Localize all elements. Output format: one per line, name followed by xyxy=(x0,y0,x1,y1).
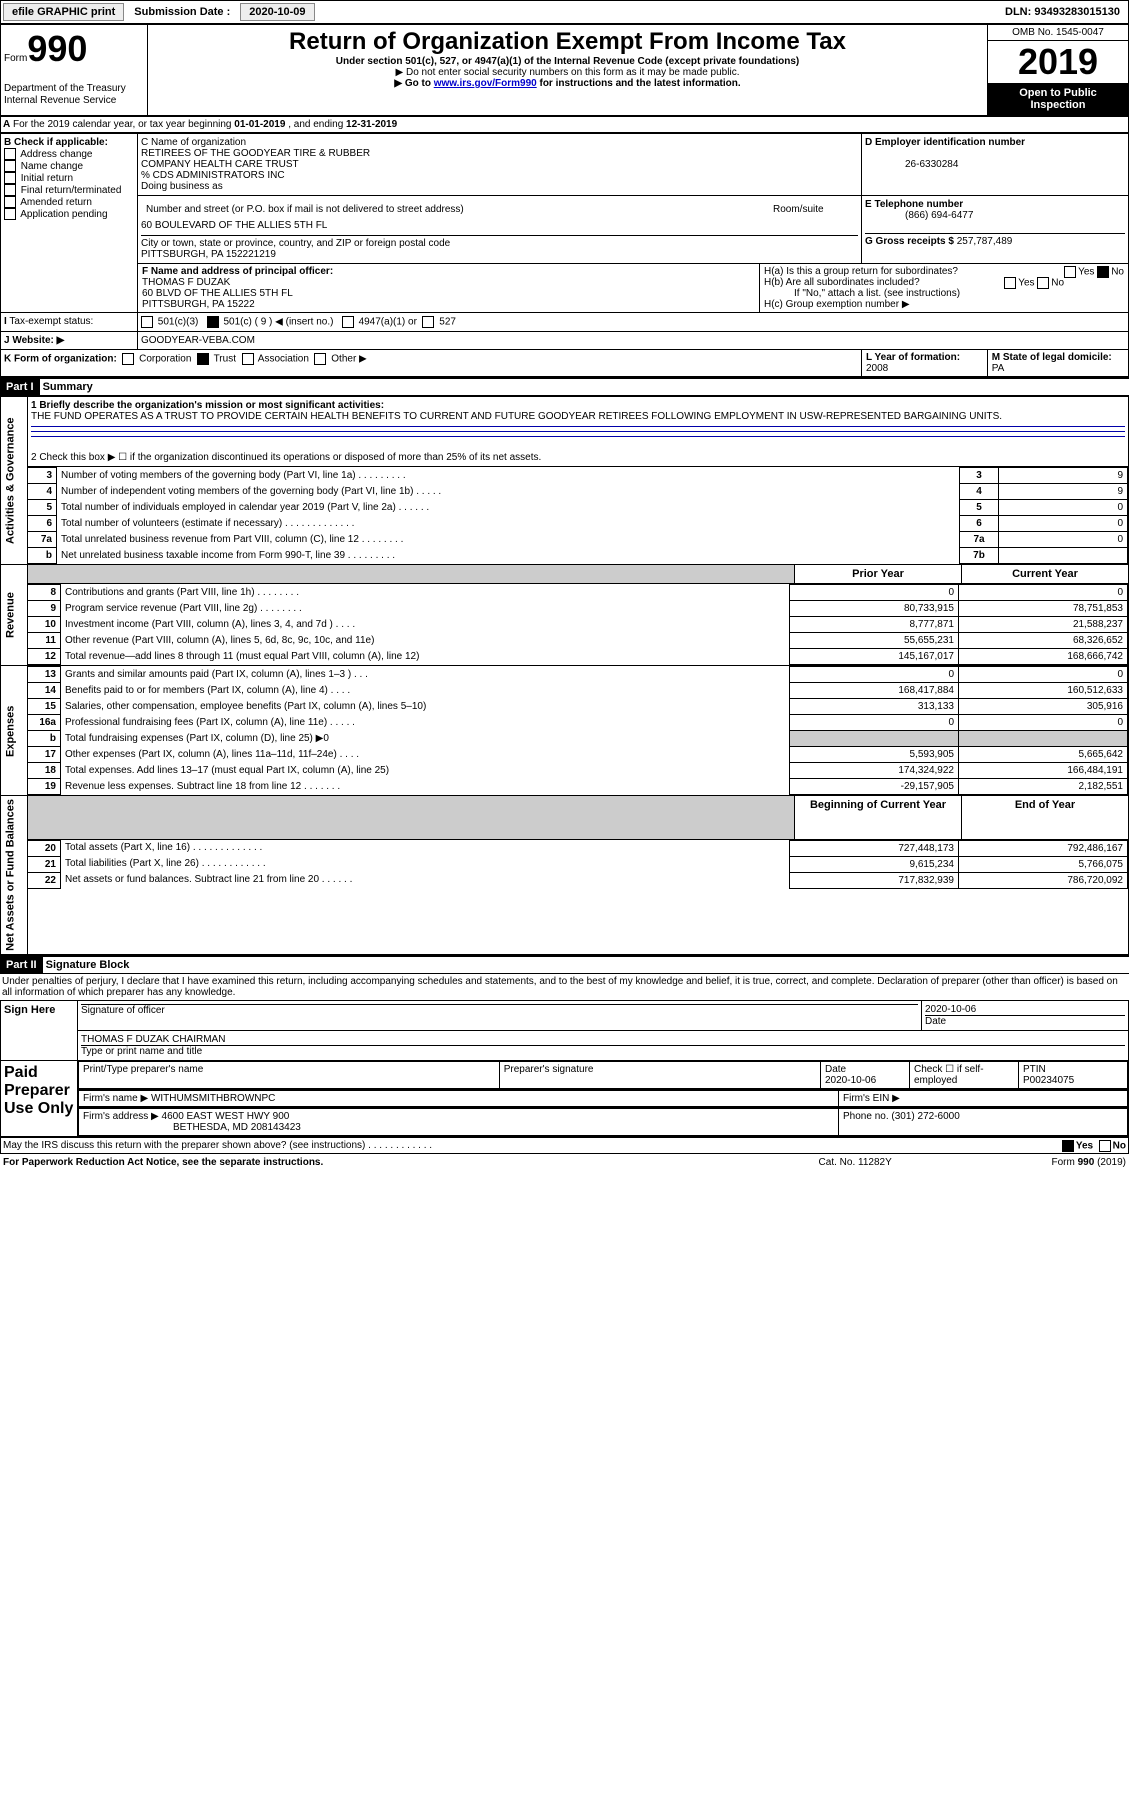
box-F: F Name and address of principal officer:… xyxy=(138,264,760,312)
mission-box: 1 Briefly describe the organization's mi… xyxy=(28,397,1129,467)
irs-link[interactable]: www.irs.gov/Form990 xyxy=(434,78,537,89)
note1: ▶ Do not enter social security numbers o… xyxy=(151,67,984,78)
inspection: Open to PublicInspection xyxy=(988,83,1128,115)
efile-btn[interactable]: efile GRAPHIC print xyxy=(3,3,124,21)
ptin: PTINP00234075 xyxy=(1019,1061,1128,1088)
firm-name: Firm's name ▶ WITHUMSMITHBROWNPC xyxy=(79,1090,839,1106)
current-year-hdr: Current Year xyxy=(962,565,1129,584)
box-C-addr: Number and street (or P.O. box if mail i… xyxy=(138,196,862,264)
info-table: B Check if applicable: Address change Na… xyxy=(0,133,1129,377)
row-K: K Form of organization: Corporation Trus… xyxy=(1,350,862,377)
box-D: D Employer identification number26-63302… xyxy=(862,134,1129,196)
row-I: I Tax-exempt status: xyxy=(1,313,138,332)
pt-check: Check ☐ if self-employed xyxy=(910,1061,1019,1088)
officer-name: THOMAS F DUZAK CHAIRMAN Type or print na… xyxy=(78,1030,1129,1060)
part-II-header: Part II Signature Block xyxy=(0,955,1129,974)
box-H: H(a) Is this a group return for subordin… xyxy=(760,264,1129,312)
box-EG: E Telephone number(866) 694-6477 G Gross… xyxy=(862,196,1129,264)
dept2: Internal Revenue Service xyxy=(4,95,116,106)
rev-blank xyxy=(28,565,795,584)
side-exp: Expenses xyxy=(1,666,28,796)
discuss-row: May the IRS discuss this return with the… xyxy=(0,1137,1129,1154)
header-table: Form990 Department of the Treasury Inter… xyxy=(0,24,1129,116)
topbar: efile GRAPHIC print Submission Date : 20… xyxy=(0,0,1129,24)
firm-phone: Phone no. (301) 272-6000 xyxy=(839,1108,1128,1135)
sig-officer: Signature of officer xyxy=(78,1000,922,1030)
footer-left: For Paperwork Reduction Act Notice, see … xyxy=(2,1156,764,1169)
end-year-hdr: End of Year xyxy=(962,796,1129,840)
dept1: Department of the Treasury xyxy=(4,83,126,94)
begin-year-hdr: Beginning of Current Year xyxy=(795,796,962,840)
row-LM: L Year of formation: 2008 M State of leg… xyxy=(862,350,1129,377)
pt-name: Print/Type preparer's name xyxy=(79,1061,500,1088)
form-title: Return of Organization Exempt From Incom… xyxy=(151,28,984,56)
website[interactable]: GOODYEAR-VEBA.COM xyxy=(138,332,1129,350)
firm-ein: Firm's EIN ▶ xyxy=(839,1090,1128,1106)
prior-year-hdr: Prior Year xyxy=(795,565,962,584)
note2: ▶ Go to www.irs.gov/Form990 for instruct… xyxy=(151,78,984,89)
pt-sig: Preparer's signature xyxy=(499,1061,820,1088)
form-number: 990 xyxy=(27,28,87,69)
footer-mid: Cat. No. 11282Y xyxy=(766,1156,944,1169)
sign-here: Sign Here xyxy=(1,1000,78,1060)
pt-date: Date2020-10-06 xyxy=(821,1061,910,1088)
side-rev: Revenue xyxy=(1,565,28,666)
dln: DLN: 93493283015130 xyxy=(997,4,1128,20)
footer-right: Form 990 (2019) xyxy=(946,1156,1127,1169)
summary-table: Activities & Governance 1 Briefly descri… xyxy=(0,396,1129,955)
firm-addr: Firm's address ▶ 4600 EAST WEST HWY 900B… xyxy=(79,1108,839,1135)
part-I-header: Part I Summary xyxy=(0,377,1129,396)
form-word: Form xyxy=(4,53,27,64)
penalty-text: Under penalties of perjury, I declare th… xyxy=(0,974,1129,1000)
tax-year: 2019 xyxy=(988,41,1128,83)
sign-table: Sign Here Signature of officer 2020-10-0… xyxy=(0,1000,1129,1137)
row-A: A For the 2019 calendar year, or tax yea… xyxy=(0,116,1129,133)
paid-preparer: Paid Preparer Use Only xyxy=(1,1060,78,1136)
submission-label: Submission Date : xyxy=(126,4,238,20)
row-J-label: J Website: ▶ xyxy=(1,332,138,350)
box-C: C Name of organization RETIREES OF THE G… xyxy=(138,134,862,196)
omb: OMB No. 1545-0047 xyxy=(988,25,1128,41)
row-I-vals: 501(c)(3) 501(c) ( 9 ) ◀ (insert no.) 49… xyxy=(138,313,1129,332)
form-subtitle: Under section 501(c), 527, or 4947(a)(1)… xyxy=(151,56,984,67)
box-B: B Check if applicable: Address change Na… xyxy=(1,134,138,313)
side-na: Net Assets or Fund Balances xyxy=(1,796,28,955)
submission-date[interactable]: 2020-10-09 xyxy=(240,3,314,21)
side-ag: Activities & Governance xyxy=(1,397,28,565)
sig-date: 2020-10-06 Date xyxy=(922,1000,1129,1030)
